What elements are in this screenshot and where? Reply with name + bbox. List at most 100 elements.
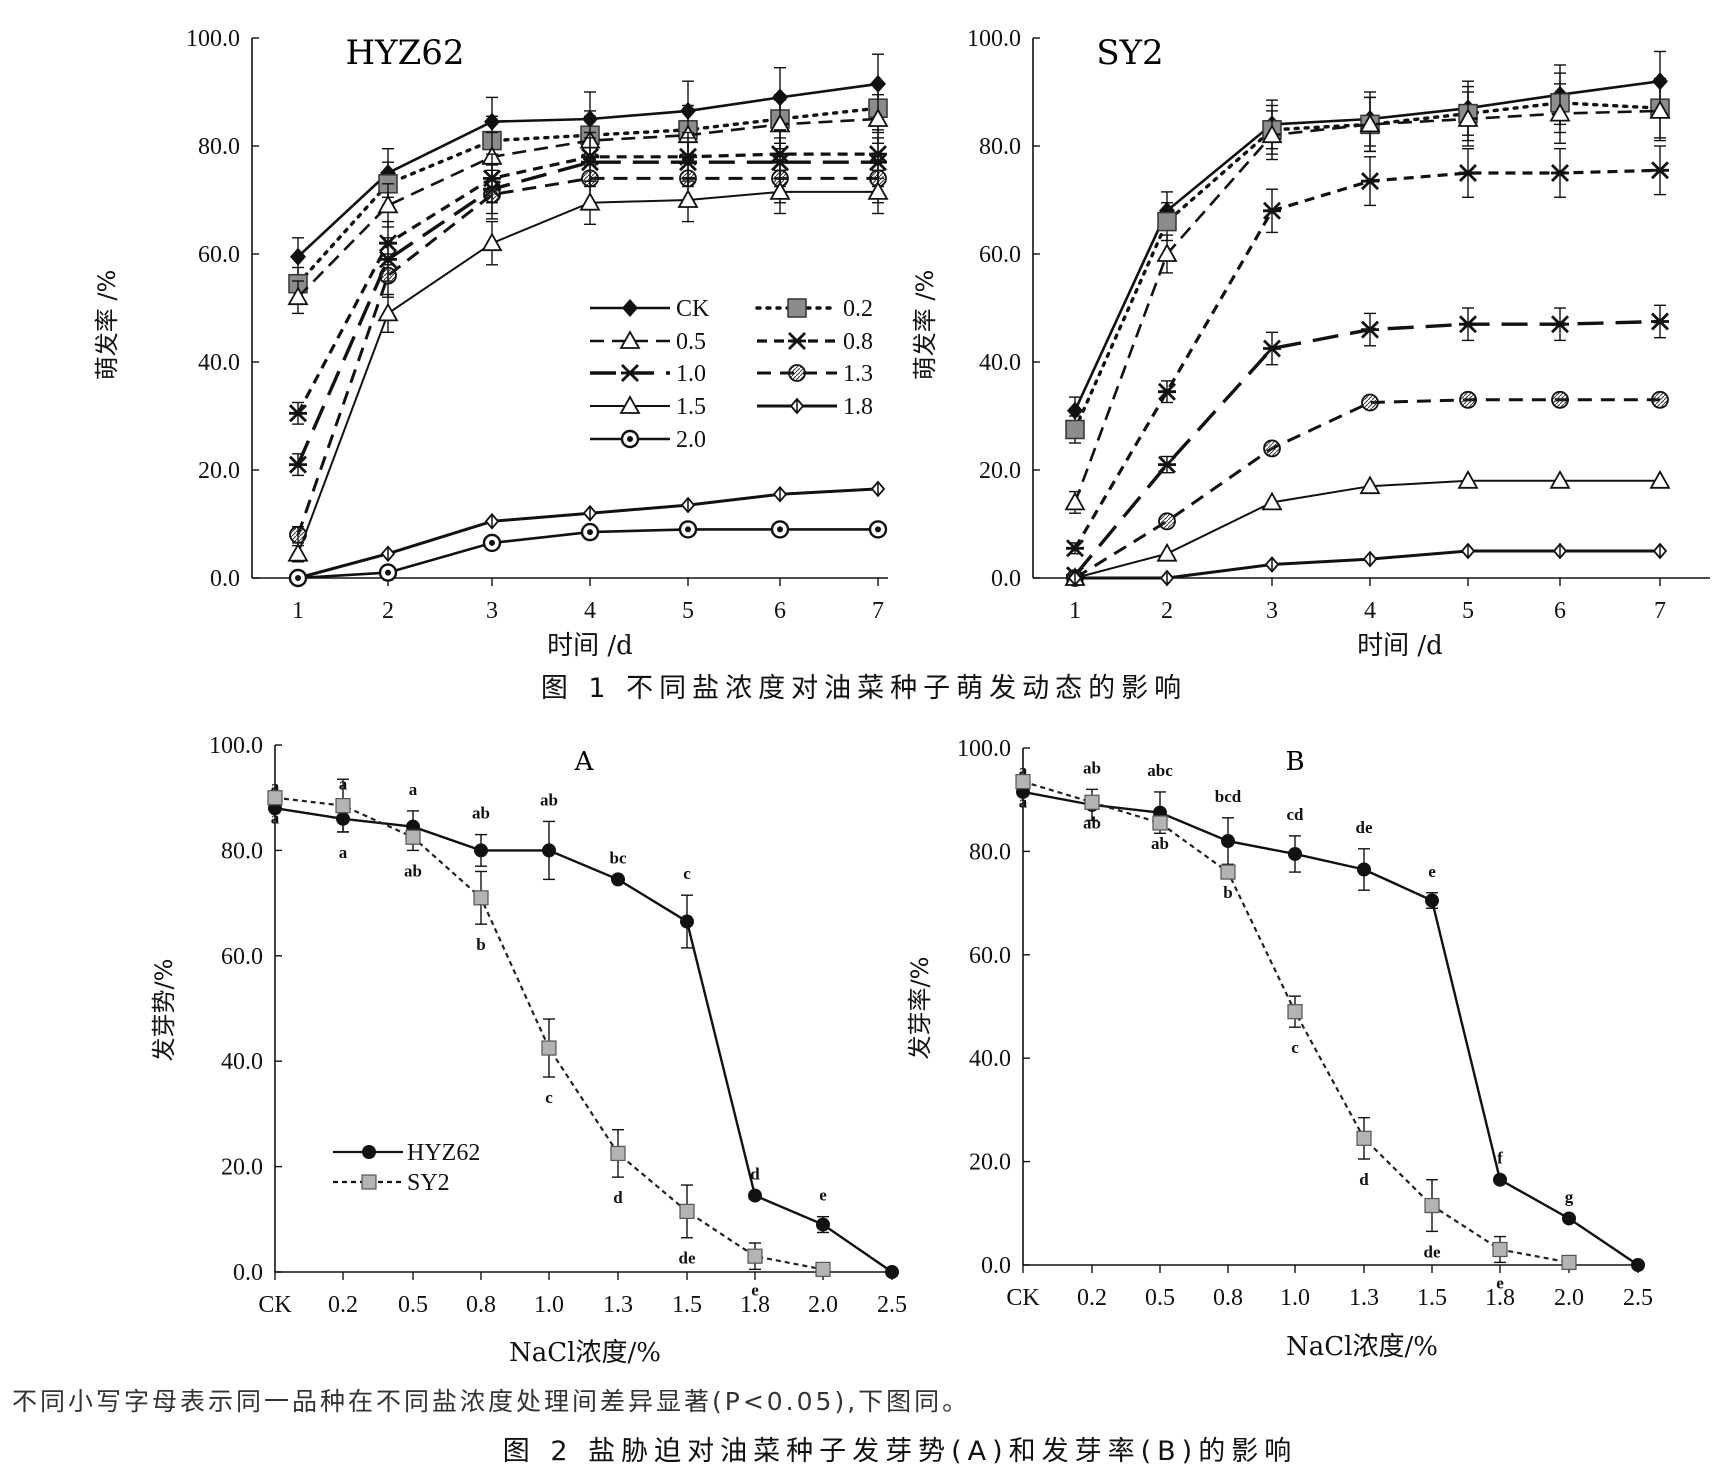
data-point	[1064, 491, 1086, 511]
data-point	[377, 302, 399, 322]
data-point	[1066, 539, 1084, 558]
data-point	[1361, 393, 1379, 412]
data-point	[287, 286, 309, 306]
significance-label: bc	[610, 848, 627, 867]
significance-label: e	[819, 1186, 827, 1205]
x-tick-label: 6	[774, 598, 786, 624]
tick-labels: 0.0 20.0 40.0 60.0 80.0 100.0 1 2 3 4 5 6 7	[186, 26, 884, 624]
tick-labels: 0.0 20.0 40.0 60.0 80.0 100.0 1 2 3 4 5 6 7	[967, 26, 1666, 624]
chart-sy2-germination: SY2 萌发率 /% 时间 /d 0.0 20.0 40.0 60.0 80.0 100.…	[911, 26, 1710, 661]
series-SY2: a a ab bc d de e	[267, 778, 831, 1299]
x-tick-label: 1.8	[1485, 1285, 1515, 1311]
data-point	[267, 790, 283, 806]
y-tick-label: 100.0	[967, 26, 1021, 52]
data-point	[1549, 469, 1571, 489]
legend-item-CK: CK	[590, 296, 710, 322]
x-tick-label: 4	[1364, 598, 1376, 624]
series-CK	[1067, 50, 1668, 425]
x-tick-label: 0.5	[398, 1292, 428, 1318]
significance-label: d	[1359, 1170, 1369, 1189]
x-tick-label: 7	[872, 598, 884, 624]
data-point	[289, 455, 307, 474]
data-point	[474, 843, 488, 858]
data-point	[1493, 1172, 1507, 1187]
significance-label: a	[1019, 793, 1028, 812]
data-point	[1561, 1254, 1577, 1271]
y-tick-label: 20.0	[221, 1155, 263, 1181]
significance-label: de	[679, 1249, 696, 1268]
y-tick-label: 0.0	[233, 1260, 263, 1286]
significance-label: e	[751, 1280, 759, 1299]
significance-label: e	[1496, 1273, 1504, 1292]
data-point-dot	[875, 526, 881, 533]
legend-marker	[787, 298, 807, 318]
legend-label: HYZ62	[407, 1140, 480, 1166]
significance-label: g	[1565, 1187, 1574, 1206]
legend-item-1.8: 1.8	[757, 394, 873, 420]
series-0.8	[1066, 145, 1669, 558]
series-1.0	[1066, 304, 1669, 585]
data-point	[1263, 201, 1281, 220]
data-point	[769, 181, 791, 200]
legend-label: CK	[676, 296, 710, 322]
legend-item-0.5: 0.5	[590, 329, 706, 355]
legend-label: 2.0	[676, 427, 706, 453]
x-tick-label: CK	[1006, 1285, 1040, 1311]
x-tick-label: 1.5	[672, 1292, 702, 1318]
axes	[1022, 747, 1640, 1273]
legend-marker-dot	[627, 436, 633, 442]
x-tick-label: 0.2	[328, 1292, 358, 1318]
series-1.5	[287, 169, 889, 563]
data-point	[1457, 469, 1479, 489]
series-0.5	[1064, 80, 1671, 514]
data-point	[1263, 339, 1281, 358]
x-tick-label: 1.0	[1280, 1285, 1310, 1311]
significance-label: a	[271, 809, 280, 828]
data-point	[867, 108, 889, 127]
data-point	[287, 542, 309, 562]
significance-label: d	[613, 1188, 623, 1207]
legend-label: 0.5	[676, 329, 706, 355]
data-point	[1361, 320, 1379, 339]
data-point-dot	[685, 526, 691, 533]
x-tick-label: 7	[1654, 598, 1666, 624]
x-tick-label: 4	[584, 598, 596, 624]
x-tick-label: 2	[382, 598, 394, 624]
data-point	[1651, 161, 1669, 180]
x-tick-label: 1.3	[1349, 1285, 1379, 1311]
series-line-SY2	[274, 796, 824, 1271]
series-2.0	[288, 520, 888, 588]
data-point	[680, 914, 694, 929]
data-point	[579, 191, 601, 211]
data-point	[1015, 774, 1031, 790]
y-tick-label: 80.0	[221, 838, 263, 864]
y-tick-label: 40.0	[969, 1046, 1011, 1072]
significance-label: de	[1356, 818, 1373, 837]
x-tick-label: 0.5	[1145, 1285, 1175, 1311]
significance-label: a	[339, 843, 348, 862]
y-tick-label: 0.0	[210, 566, 240, 592]
significance-label: b	[1223, 883, 1232, 902]
significance-label: c	[545, 1088, 553, 1107]
x-axis-label: 时间 /d	[547, 631, 633, 661]
x-tick-label: 3	[1266, 598, 1278, 624]
y-axis-label: 萌发率 /%	[93, 270, 121, 381]
significance-label: ab	[540, 790, 558, 809]
data-point	[1288, 846, 1302, 861]
data-point	[1152, 815, 1168, 831]
legend-label: 1.3	[843, 361, 873, 387]
data-point	[1158, 382, 1176, 401]
y-tick-label: 40.0	[979, 350, 1021, 376]
figure1-caption: 图 1 不同盐浓度对油菜种子萌发动态的影响	[541, 673, 1187, 704]
legend-marker	[619, 395, 641, 414]
data-point	[1263, 439, 1281, 458]
y-tick-label: 20.0	[969, 1150, 1011, 1176]
legend-item-1.5: 1.5	[590, 394, 706, 420]
figure2-caption: 图 2 盐胁迫对油菜种子发芽势(A)和发芽率(B)的影响	[503, 1436, 1297, 1467]
y-tick-label: 80.0	[979, 134, 1021, 160]
data-point	[1356, 1130, 1372, 1146]
plot-area: aaaababbccdeaaabbcddee	[267, 775, 899, 1299]
y-tick-label: 0.0	[991, 566, 1021, 592]
